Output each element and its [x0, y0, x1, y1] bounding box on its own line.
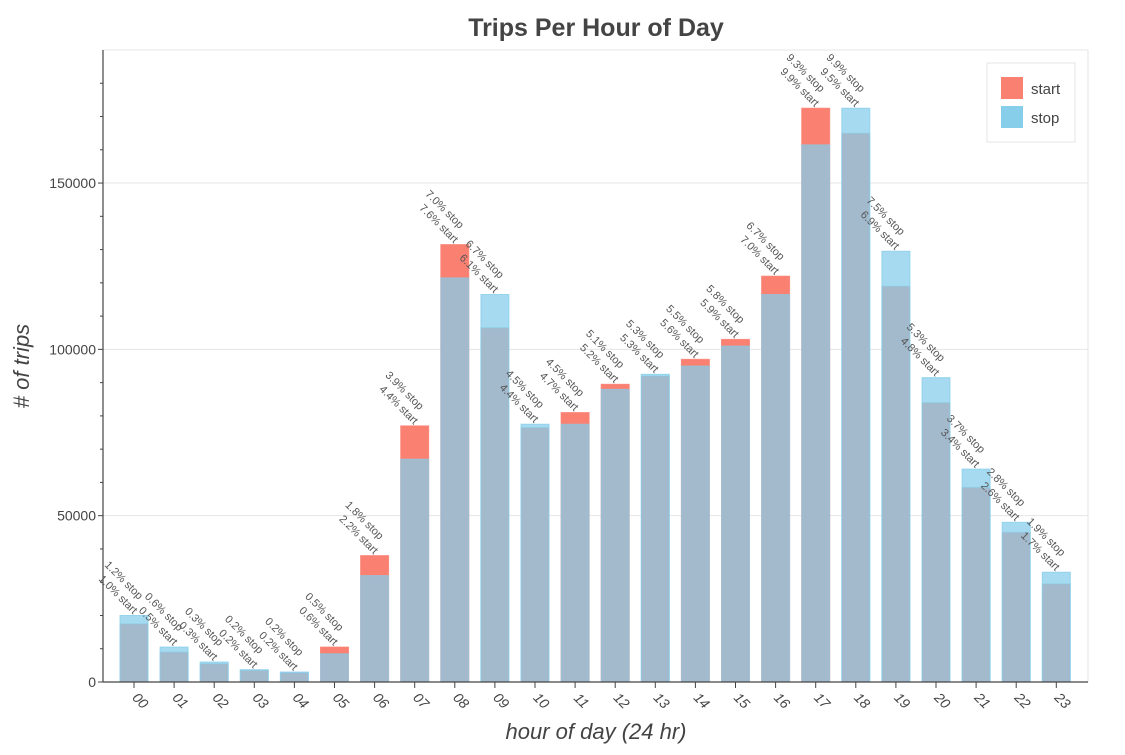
legend: start stop: [986, 62, 1076, 143]
x-tick-label: 05: [330, 689, 352, 711]
x-tick-label: 17: [811, 689, 834, 712]
x-tick-label: 13: [651, 689, 673, 711]
bar-overlap: [239, 669, 269, 683]
x-tick-label: 11: [571, 690, 593, 712]
x-tick-label: 01: [169, 689, 191, 711]
x-tick-label: 07: [410, 689, 433, 712]
bar-overlap: [761, 293, 791, 683]
bar-overlap: [360, 575, 390, 683]
bar-overlap: [520, 427, 550, 683]
x-tick-label: 04: [290, 689, 312, 711]
x-tick-label: 12: [611, 689, 633, 711]
x-tick-label: 15: [731, 689, 753, 711]
bar-overlap: [841, 132, 871, 683]
x-tick-label: 18: [851, 689, 873, 711]
y-axis-label: # of trips: [9, 324, 34, 408]
x-tick-label: 02: [210, 689, 232, 711]
bar-overlap: [680, 365, 710, 683]
x-tick-label: 09: [490, 689, 512, 711]
bar-overlap: [801, 144, 831, 683]
bar-overlap: [159, 651, 189, 683]
x-tick-label: 03: [250, 689, 272, 711]
bar-overlap: [1041, 583, 1071, 683]
x-tick-label: 19: [891, 689, 913, 711]
bar-overlap: [119, 623, 149, 683]
bar-overlap: [199, 663, 229, 683]
bar-overlap: [600, 388, 630, 683]
x-tick-label: 23: [1051, 689, 1074, 712]
y-tick-label: 150000: [49, 175, 96, 191]
bar-overlap: [400, 458, 430, 683]
y-tick-label: 0: [88, 674, 96, 690]
bar-overlap: [961, 486, 991, 683]
x-axis-label: hour of day (24 hr): [506, 719, 687, 744]
bar-overlap: [640, 375, 670, 683]
legend-label-start: start: [1031, 81, 1061, 98]
legend-swatch-stop: [1001, 106, 1023, 128]
legend-swatch-start: [1001, 77, 1023, 99]
x-tick-label: 10: [530, 689, 552, 711]
x-tick-label: 20: [931, 689, 954, 712]
x-tick-label: 00: [129, 689, 151, 711]
legend-label-stop: stop: [1031, 110, 1059, 127]
bars: [119, 107, 1071, 683]
bar-overlap: [480, 327, 510, 683]
bar-overlap: [320, 653, 349, 683]
y-tick-label: 100000: [49, 341, 96, 357]
x-tick-label: 08: [450, 689, 472, 711]
y-tick-label: 50000: [57, 508, 96, 524]
bar-overlap: [1001, 531, 1031, 683]
x-tick-label: 06: [370, 689, 392, 711]
bar-overlap: [279, 672, 309, 683]
x-tick-label: 22: [1011, 689, 1034, 712]
bar-overlap: [721, 345, 750, 683]
legend-box: [986, 62, 1076, 143]
x-tick-label: 21: [971, 689, 994, 712]
bar-overlap: [440, 277, 470, 683]
bar-overlap: [560, 423, 590, 683]
chart-title: Trips Per Hour of Day: [468, 14, 724, 42]
bar-overlap: [881, 285, 911, 683]
bar-overlap: [921, 402, 951, 683]
x-tick-label: 16: [771, 689, 793, 711]
x-tick-label: 14: [691, 689, 713, 711]
